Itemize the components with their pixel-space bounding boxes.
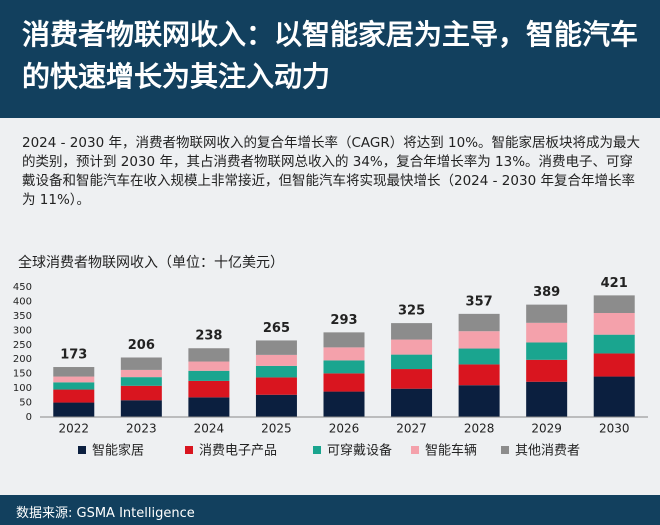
bar-segment	[255, 365, 297, 378]
bar-segment	[391, 339, 433, 355]
bar-segment	[120, 400, 162, 417]
total-label: 206	[128, 338, 155, 353]
x-tick-label: 2027	[396, 422, 427, 436]
source: 数据来源: GSMA Intelligence	[16, 506, 195, 521]
x-tick-label: 2022	[59, 422, 90, 436]
total-label: 357	[466, 294, 493, 309]
bar-segment	[323, 332, 365, 348]
legend-swatch	[501, 446, 509, 454]
y-tick-label: 350	[13, 311, 32, 322]
y-tick-label: 450	[13, 282, 32, 293]
bar-segment	[323, 347, 365, 361]
x-tick-label: 2023	[126, 422, 157, 436]
total-label: 265	[263, 321, 290, 336]
total-label: 293	[330, 313, 357, 328]
bar-segment	[255, 394, 297, 417]
bar-segment	[391, 388, 433, 417]
bar-segment	[593, 334, 635, 354]
bar-segment	[255, 340, 297, 355]
legend-swatch	[313, 446, 321, 454]
bar-segment	[188, 380, 230, 398]
bar-segment	[458, 331, 500, 349]
bar-segment	[526, 359, 568, 382]
x-tick-label: 2029	[531, 422, 562, 436]
bar-segment	[526, 322, 568, 343]
bar-segment	[323, 391, 365, 417]
bar-segment	[188, 361, 230, 371]
y-tick-label: 100	[13, 383, 32, 394]
bar-segment	[53, 402, 95, 417]
legend-label: 可穿戴设备	[327, 443, 392, 459]
bar-segment	[526, 304, 568, 323]
bar-segment	[458, 385, 500, 417]
legend-label: 智能家居	[92, 443, 144, 459]
legend-swatch	[78, 446, 86, 454]
bar-segment	[458, 348, 500, 365]
bar-segment	[255, 354, 297, 366]
y-tick-label: 400	[13, 296, 32, 307]
x-tick-label: 2025	[261, 422, 292, 436]
bar-segment	[458, 364, 500, 386]
x-tick-label: 2024	[194, 422, 225, 436]
chart-title: 全球消费者物联网收入（单位：十亿美元）	[18, 254, 284, 271]
total-label: 325	[398, 304, 425, 319]
y-tick-label: 250	[13, 340, 32, 351]
bar-segment	[120, 357, 162, 370]
bar-segment	[323, 360, 365, 374]
y-tick-label: 200	[13, 354, 32, 365]
bar-segment	[53, 367, 95, 377]
bar-segment	[593, 313, 635, 335]
y-tick-label: 300	[13, 325, 32, 336]
y-tick-label: 0	[26, 412, 32, 423]
footer: 数据来源: GSMA Intelligence	[0, 495, 660, 525]
bar-segment	[53, 389, 95, 403]
bar-segment	[188, 370, 230, 381]
legend-label: 其他消费者	[515, 444, 580, 459]
bar-segment	[188, 348, 230, 362]
total-label: 389	[533, 285, 560, 300]
y-tick-label: 50	[19, 398, 32, 409]
bar-segment	[120, 369, 162, 378]
bar-segment	[593, 353, 635, 377]
bar-segment	[526, 381, 568, 417]
x-tick-label: 2026	[329, 422, 360, 436]
chart: 全球消费者物联网收入（单位：十亿美元） 0 50 100 150 200 250 300 35…	[13, 254, 648, 459]
page-title: 消费者物联网收入：以智能家居为主导，智能汽车的快速增长为其注入动力	[22, 18, 639, 93]
total-label: 173	[60, 348, 87, 363]
bar-segment	[120, 377, 162, 386]
bar-segment	[391, 369, 433, 389]
legend-label: 智能车辆	[425, 443, 477, 459]
bar-segment	[255, 377, 297, 395]
bar-segment	[53, 382, 95, 390]
legend-label: 消费电子产品	[199, 444, 277, 459]
bar-segment	[53, 376, 95, 383]
description: 2024 - 2030 年，消费者物联网收入的复合年增长率（CAGR）将达到 1…	[22, 135, 641, 208]
bar-segment	[391, 323, 433, 340]
bar-segment	[391, 354, 433, 370]
bar-segment	[323, 373, 365, 392]
legend-swatch	[185, 446, 193, 454]
bar-segment	[120, 385, 162, 401]
bar-segment	[593, 376, 635, 417]
x-tick-label: 2030	[599, 422, 630, 436]
legend-swatch	[411, 446, 419, 454]
bar-segment	[458, 313, 500, 332]
y-tick-label: 150	[13, 369, 32, 380]
header: 消费者物联网收入：以智能家居为主导，智能汽车的快速增长为其注入动力	[0, 0, 660, 118]
total-label: 421	[601, 276, 628, 291]
bar-segment	[526, 342, 568, 360]
bar-segment	[188, 397, 230, 417]
bar-segment	[593, 295, 635, 313]
x-tick-label: 2028	[464, 422, 495, 436]
total-label: 238	[195, 329, 222, 344]
